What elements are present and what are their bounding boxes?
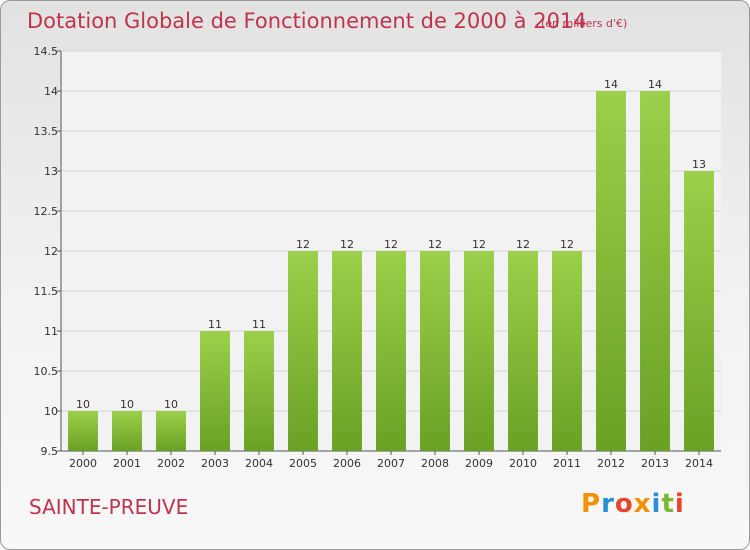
y-tick-label: 14.5 <box>34 45 59 58</box>
x-tick-label: 2005 <box>289 457 317 470</box>
y-tick-label: 13 <box>44 165 58 178</box>
bar-value-label: 10 <box>120 398 134 411</box>
y-tick-label: 9.5 <box>41 445 59 458</box>
bar-2011 <box>552 251 582 451</box>
bar-2008 <box>420 251 450 451</box>
logo-letter: o <box>614 489 634 519</box>
bar-2001 <box>112 411 142 451</box>
x-tick-label: 2000 <box>69 457 97 470</box>
x-tick-label: 2007 <box>377 457 405 470</box>
bar-value-label: 12 <box>340 238 354 251</box>
y-tick-label: 10 <box>44 405 58 418</box>
bar-value-label: 11 <box>252 318 266 331</box>
x-tick-label: 2010 <box>509 457 537 470</box>
x-tick-label: 2002 <box>157 457 185 470</box>
bar-value-label: 12 <box>472 238 486 251</box>
bar-2013 <box>640 91 670 451</box>
bar-value-label: 14 <box>604 78 618 91</box>
x-tick-label: 2013 <box>641 457 669 470</box>
bar-2006 <box>332 251 362 451</box>
logo-letter: r <box>601 489 615 519</box>
bar-value-label: 11 <box>208 318 222 331</box>
y-tick-label: 12.5 <box>34 205 59 218</box>
x-tick-label: 2001 <box>113 457 141 470</box>
x-tick-label: 2008 <box>421 457 449 470</box>
bar-value-label: 12 <box>296 238 310 251</box>
bar-value-label: 12 <box>516 238 530 251</box>
bar-2005 <box>288 251 318 451</box>
bar-2003 <box>200 331 230 451</box>
y-tick-label: 13.5 <box>34 125 59 138</box>
y-tick-label: 12 <box>44 245 58 258</box>
logo-letter: P <box>581 489 602 519</box>
bar-value-label: 10 <box>164 398 178 411</box>
x-tick-label: 2011 <box>553 457 581 470</box>
bar-value-label: 10 <box>76 398 90 411</box>
bar-2007 <box>376 251 406 451</box>
logo-letter: t <box>661 489 675 519</box>
bar-2014 <box>684 171 714 451</box>
bar-value-label: 12 <box>428 238 442 251</box>
bar-value-label: 13 <box>692 158 706 171</box>
logo-letter: i <box>651 489 662 519</box>
bar-2004 <box>244 331 274 451</box>
chart-subtitle: (en milliers d'€) <box>541 17 628 30</box>
bar-2000 <box>68 411 98 451</box>
y-tick-label: 11.5 <box>34 285 59 298</box>
commune-name: SAINTE-PREUVE <box>29 495 189 519</box>
x-tick-label: 2014 <box>685 457 713 470</box>
x-tick-label: 2009 <box>465 457 493 470</box>
y-tick-label: 14 <box>44 85 58 98</box>
x-tick-label: 2012 <box>597 457 625 470</box>
proxiti-logo[interactable]: Proxiti <box>581 489 685 519</box>
chart-title: Dotation Globale de Fonctionnement de 20… <box>27 9 587 33</box>
bar-2002 <box>156 411 186 451</box>
bar-2010 <box>508 251 538 451</box>
bar-value-label: 12 <box>560 238 574 251</box>
bar-2009 <box>464 251 494 451</box>
y-tick-label: 10.5 <box>34 365 59 378</box>
x-tick-label: 2004 <box>245 457 273 470</box>
logo-letter: i <box>674 489 685 519</box>
logo-letter: x <box>633 489 652 519</box>
bar-value-label: 14 <box>648 78 662 91</box>
bar-2012 <box>596 91 626 451</box>
x-tick-label: 2003 <box>201 457 229 470</box>
bar-value-label: 12 <box>384 238 398 251</box>
x-tick-label: 2006 <box>333 457 361 470</box>
y-tick-label: 11 <box>44 325 58 338</box>
